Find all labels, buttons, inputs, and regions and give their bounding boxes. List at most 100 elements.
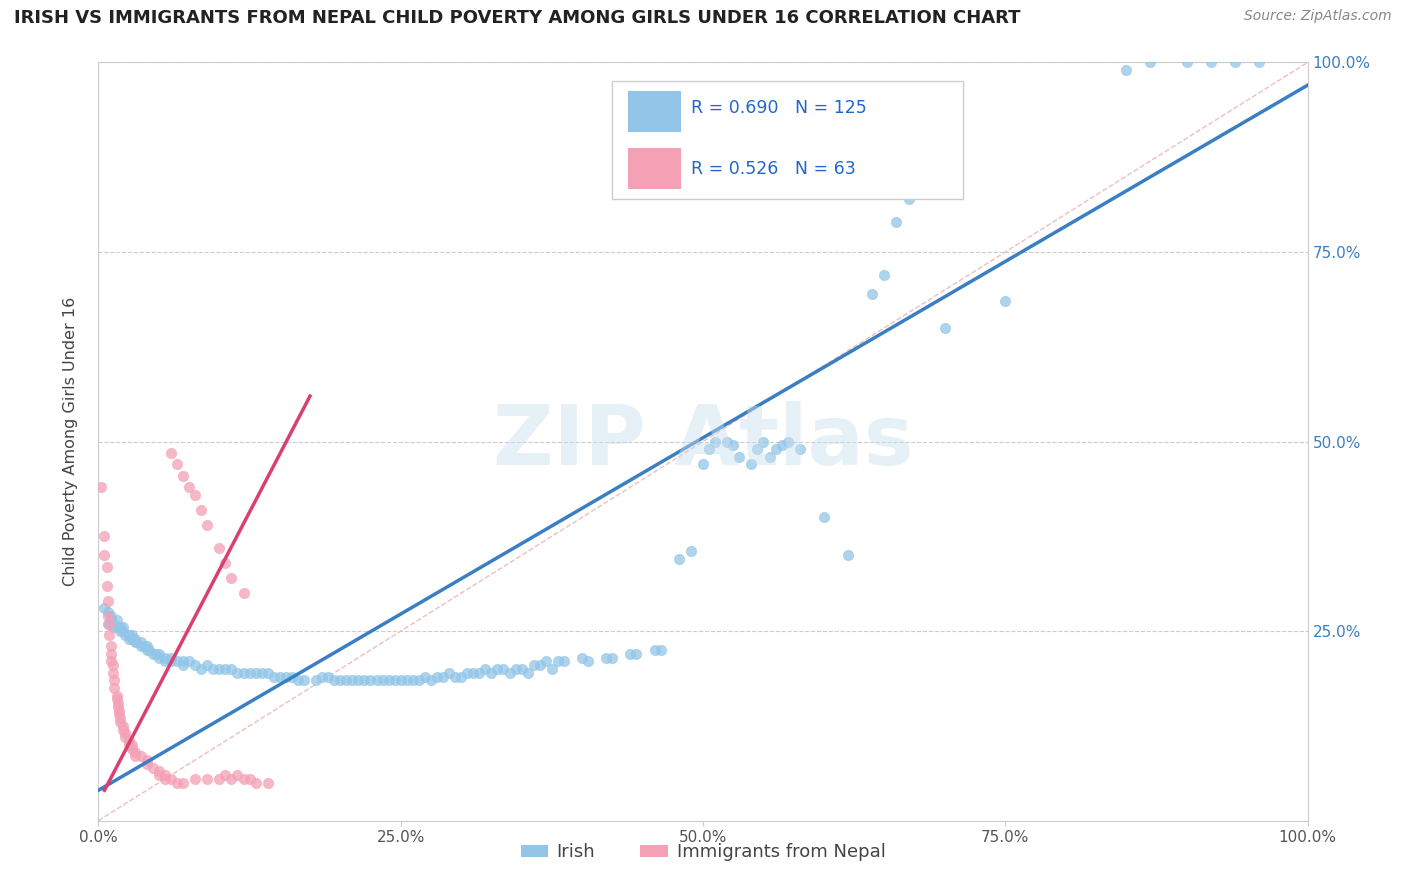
Point [728,450,751,464]
Point [329,673,352,688]
Point [121,628,143,642]
Point [97,608,120,623]
Point [486,662,509,676]
Point [96,579,118,593]
Point [426,669,449,683]
Point [716,434,738,449]
Point [118,632,141,646]
Point [873,268,896,282]
Point [184,658,207,673]
Point [100,655,122,669]
Point [208,541,231,555]
Point [111,624,134,639]
Point [108,715,131,730]
Point [311,669,333,683]
Point [135,639,157,653]
Point [221,571,243,585]
Point [190,662,212,676]
Point [134,639,156,653]
Point [510,662,533,676]
Y-axis label: Child Poverty Among Girls Under 16: Child Poverty Among Girls Under 16 [63,297,77,586]
Point [179,480,201,494]
Point [105,620,128,634]
Point [124,635,146,649]
Text: Source: ZipAtlas.com: Source: ZipAtlas.com [1244,9,1392,23]
Point [269,669,291,683]
Point [108,711,131,725]
Point [468,665,491,680]
Point [274,669,297,683]
Point [148,764,170,779]
Point [160,650,183,665]
Point [353,673,375,688]
Point [420,673,443,688]
Point [118,734,141,748]
FancyBboxPatch shape [628,91,682,132]
Point [765,442,787,457]
Point [184,772,207,786]
Point [239,772,262,786]
Point [142,760,165,774]
Point [105,613,128,627]
Point [107,699,129,714]
Point [138,643,160,657]
Point [103,681,125,695]
Point [1199,55,1222,70]
Point [1223,55,1246,70]
Point [232,772,254,786]
Point [142,647,165,661]
Point [250,665,273,680]
Point [160,655,183,669]
Point [540,662,562,676]
Point [124,746,146,760]
Point [740,458,762,472]
Point [692,458,714,472]
Point [287,673,309,688]
Point [516,665,538,680]
Point [723,438,745,452]
Point [481,665,503,680]
Point [166,655,188,669]
Point [305,673,328,688]
Point [837,548,859,563]
Legend: Irish, Immigrants from Nepal: Irish, Immigrants from Nepal [513,836,893,869]
Point [860,286,883,301]
Point [679,544,702,558]
Point [108,624,131,639]
Point [121,738,143,752]
Point [335,673,357,688]
Point [498,665,520,680]
Point [704,434,727,449]
Point [195,517,218,532]
Point [602,650,624,665]
Point [129,749,152,764]
Point [994,294,1017,309]
Point [105,692,128,706]
Point [105,689,128,703]
Point [292,673,315,688]
Point [897,192,920,206]
FancyBboxPatch shape [613,81,963,199]
Point [776,434,799,449]
Point [619,647,641,661]
Point [553,655,575,669]
Point [124,749,146,764]
Point [214,556,236,570]
Point [129,635,152,649]
Point [97,605,120,619]
Point [90,480,112,494]
Point [221,772,243,786]
Text: IRISH VS IMMIGRANTS FROM NEPAL CHILD POVERTY AMONG GIRLS UNDER 16 CORRELATION CH: IRISH VS IMMIGRANTS FROM NEPAL CHILD POV… [14,9,1021,27]
Point [408,673,430,688]
Point [118,738,141,752]
Point [342,673,364,688]
Point [256,665,278,680]
Point [208,662,231,676]
Point [450,669,472,683]
Point [129,639,152,653]
Point [1249,55,1271,70]
Point [153,655,176,669]
Point [668,552,690,566]
Point [463,665,485,680]
Point [160,772,183,786]
